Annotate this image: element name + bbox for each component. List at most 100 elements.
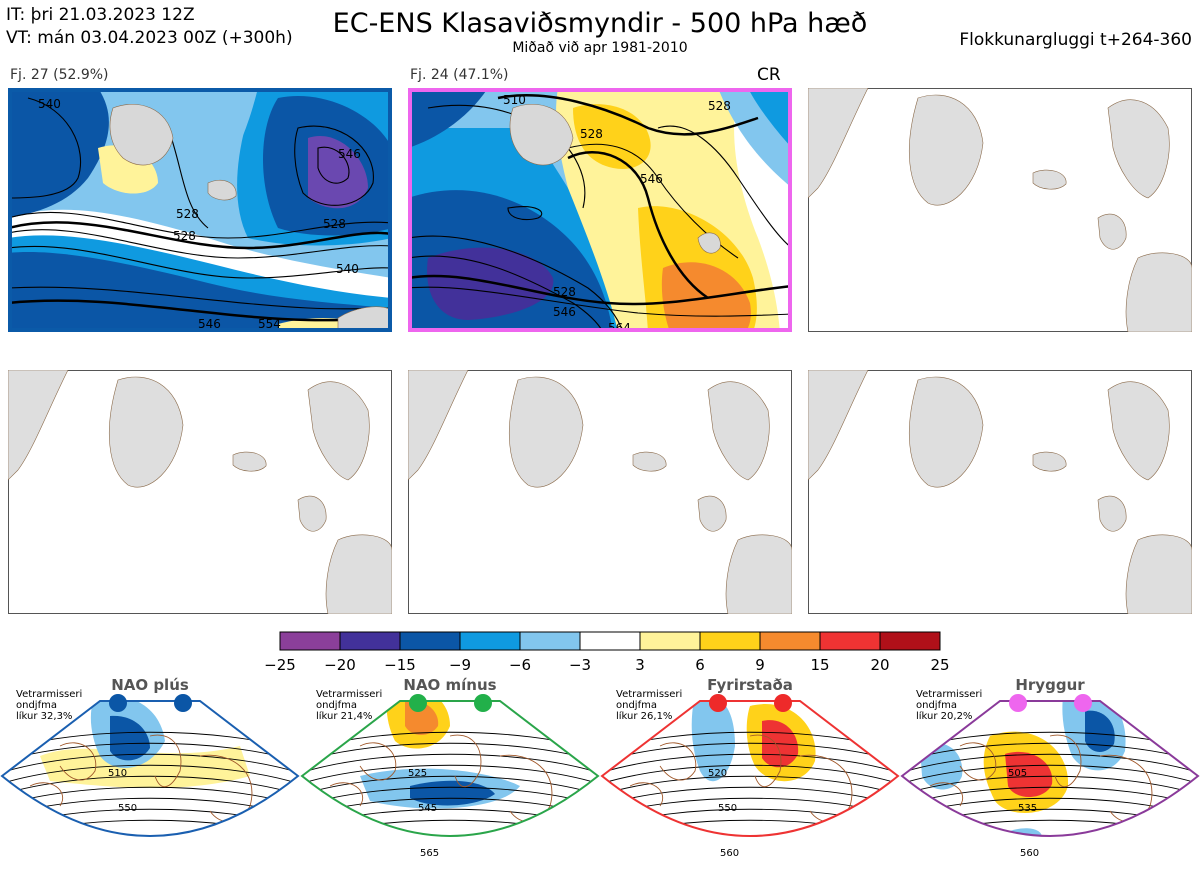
colorbar-tick-label: −25 [264,656,296,674]
regime-note-line: líkur 32,3% [16,711,73,722]
regime-contour-label: 535 [1018,803,1037,814]
regime-note-line: ondjfma [16,700,57,711]
empty-map-svg [408,370,792,614]
regime-note-line: Vetrarmisseri [916,689,983,700]
colorbar-tick-label: −3 [568,656,592,674]
regime-note-line: ondjfma [316,700,357,711]
britain-shape [1097,213,1127,250]
regime-note-line: Vetrarmisseri [316,689,383,700]
regime-note-line: líkur 21,4% [316,711,373,722]
cluster-map-1-svg: 540 528 528 528 546 540 546 554 [8,88,392,332]
colorbar-cell [339,631,401,651]
regime-map-svg: 520 550 560 [600,694,900,859]
it-line: IT: þri 21.03.2023 12Z [6,5,195,25]
regime-probability-note: Vetrarmisseri ondjfma líkur 26,1% [616,689,682,722]
greenland-shape [509,376,584,488]
cluster-map-6-empty [808,370,1192,614]
cluster-1-frame [8,88,392,332]
regime-name: NAO plús [111,676,189,694]
regime-map-svg: 505 535 560 [900,694,1200,859]
colorbar-tick-label: 3 [635,656,645,674]
colorbar-cell [879,631,941,651]
regime-map-svg: 525 545 565 [300,694,600,859]
regime-contour-label: 560 [720,848,739,859]
p2-contour-label: 546 [553,305,576,319]
colorbar-cell [399,631,461,651]
colorbar-tick-label: −9 [448,656,472,674]
scandinavia-shape [1107,381,1170,481]
regime-note-line: líkur 20,2% [916,711,973,722]
greenland-shape [909,376,984,488]
canada-shape [808,88,869,199]
colorbar-tick-label: 20 [870,656,890,674]
regime-contour-label: 560 [1020,848,1039,859]
greenland-shape [909,94,984,206]
header-dates: IT: þri 21.03.2023 12Z VT: mán 03.04.202… [6,4,293,50]
regime-contour-label: 550 [718,803,737,814]
regime-panel: 525 545 565 NAO mínus Vetrarmisseri ondjfma lí… [300,676,600,871]
regime-note-line: Vetrarmisseri [616,689,683,700]
colorbar-cell [459,631,521,651]
regime-probability-note: Vetrarmisseri ondjfma líkur 32,3% [16,689,82,722]
colorbar-tick-label: 15 [810,656,830,674]
regime-contour-label: 525 [408,768,427,779]
regime-contour-label: 565 [420,848,439,859]
vt-line: VT: mán 03.04.2023 00Z (+300h) [6,28,293,48]
scandinavia-shape [307,381,370,481]
panel-2-regime-tag: CR [757,65,781,85]
cluster-map-2-svg: 510 528 528 546 528 546 564 [408,88,792,332]
europe-shape [725,534,792,614]
p1-contour-label: 528 [323,217,346,231]
page-subtitle: Miðað við apr 1981-2010 [512,40,688,56]
regime-panel: 505 535 560 Hryggur Vetrarmisseri ondjfma líku… [900,676,1200,871]
scandinavia-shape [707,381,770,481]
p1-contour-label: 546 [338,147,361,161]
iceland-shape [1032,169,1067,190]
page-title: EC-ENS Klasaviðsmyndir - 500 hPa hæð [332,8,868,39]
empty-map-svg [8,370,392,614]
empty-map-svg [808,88,1192,332]
regime-note-line: ondjfma [916,700,957,711]
colorbar-cell [579,631,641,651]
regime-contour-label: 510 [108,768,127,779]
p1-contour-label: 528 [176,207,199,221]
europe-shape [1125,534,1192,614]
cluster-map-2: 510 528 528 546 528 546 564 [408,88,792,332]
colorbar-cell [759,631,821,651]
regime-name: NAO mínus [403,676,497,694]
panel-1-label: Fj. 27 (52.9%) [10,67,109,83]
regime-name: Hryggur [1015,676,1085,694]
p1-contour-label: 554 [258,317,281,331]
britain-shape [297,495,327,532]
cluster-map-1: 540 528 528 528 546 540 546 554 [8,88,392,332]
europe-shape [1125,252,1192,332]
canada-shape [408,370,469,481]
europe-shape [325,534,392,614]
p1-contour-label: 540 [336,262,359,276]
regime-panel: 520 550 560 Fyrirstaða Vetrarmisseri ondjfma l… [600,676,900,871]
regime-map-svg: 510 550 [0,694,300,837]
colorbar-tick-label: −20 [324,656,356,674]
panel-2-label: Fj. 24 (47.1%) [410,67,509,83]
colorbar-cell [279,631,341,651]
p2-contour-label: 546 [640,172,663,186]
regime-name: Fyrirstaða [707,676,793,694]
cluster-map-3-empty [808,88,1192,332]
colorbar-tick-label: 25 [930,656,950,674]
regime-contour-label: 550 [118,803,137,814]
colorbar [279,631,941,651]
empty-map-svg [808,370,1192,614]
colorbar-tick-label: −6 [508,656,532,674]
p2-contour-label: 528 [580,127,603,141]
regime-note-line: Vetrarmisseri [16,689,83,700]
regime-contour-label: 545 [418,803,437,814]
iceland-shape [1032,451,1067,472]
p1-contour-label: 546 [198,317,221,331]
colorbar-cell [699,631,761,651]
p2-contour-label: 528 [553,285,576,299]
britain-shape [1097,495,1127,532]
greenland-shape [109,376,184,488]
regime-probability-note: Vetrarmisseri ondjfma líkur 21,4% [316,689,382,722]
regime-contour-label: 505 [1008,768,1027,779]
regime-contour-label: 520 [708,768,727,779]
